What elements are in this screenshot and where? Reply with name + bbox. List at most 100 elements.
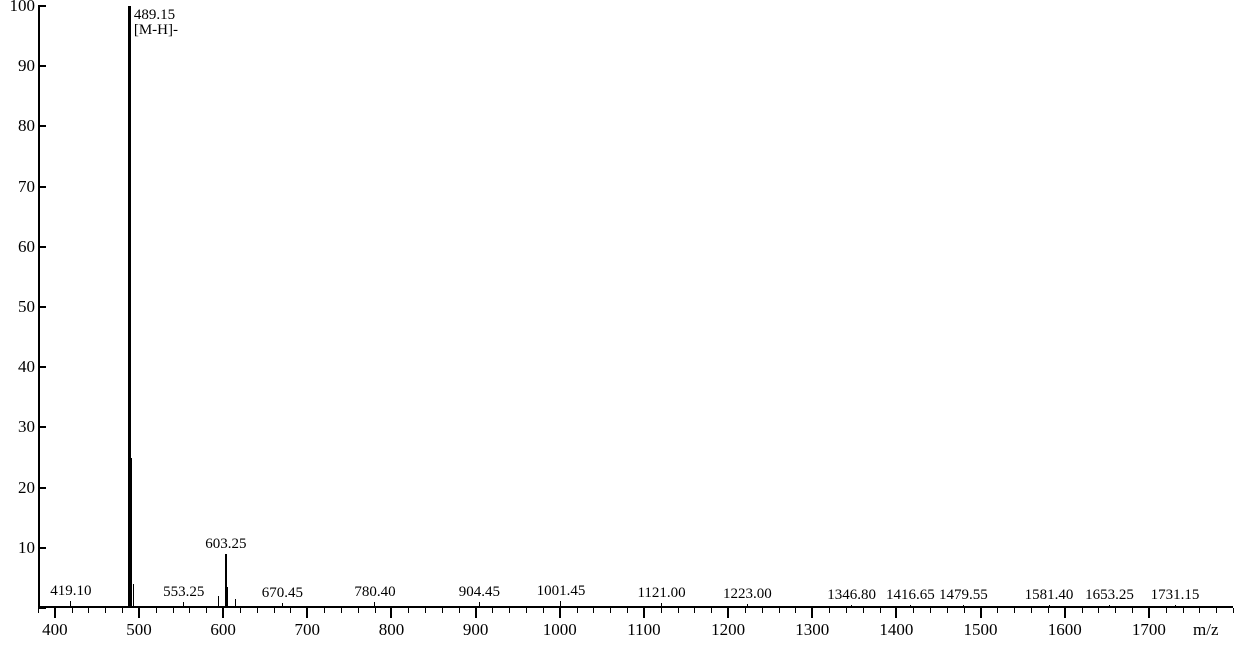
- y-tick-label: 40: [1, 357, 35, 377]
- x-major-tick: [1148, 608, 1150, 618]
- spectrum-peak: [479, 602, 480, 608]
- peak-label: 419.10: [50, 583, 91, 600]
- spectrum-peak: [1175, 605, 1176, 608]
- y-tick-label: 50: [1, 297, 35, 317]
- y-tick: [38, 306, 46, 308]
- x-major-tick: [222, 608, 224, 618]
- spectrum-peak: [70, 601, 71, 608]
- x-tick-label: 1000: [543, 620, 577, 640]
- x-minor-tick: [442, 608, 443, 613]
- x-tick-label: 800: [379, 620, 405, 640]
- y-tick-label: 20: [1, 478, 35, 498]
- spectrum-peak: [963, 605, 964, 608]
- y-tick-label: 100: [1, 0, 35, 16]
- x-major-tick: [138, 608, 140, 618]
- x-tick-label: 1200: [711, 620, 745, 640]
- peak-label: 1731.15: [1151, 587, 1200, 604]
- x-minor-tick: [38, 608, 39, 613]
- x-minor-tick: [274, 608, 275, 613]
- y-tick: [38, 607, 46, 609]
- x-minor-tick: [627, 608, 628, 613]
- x-minor-tick: [1014, 608, 1015, 613]
- x-minor-tick: [930, 608, 931, 613]
- y-tick-label: 30: [1, 417, 35, 437]
- y-tick: [38, 186, 46, 188]
- spectrum-peak: [661, 603, 662, 608]
- x-minor-tick: [257, 608, 258, 613]
- x-minor-tick: [122, 608, 123, 613]
- y-tick-label: 90: [1, 56, 35, 76]
- x-minor-tick: [997, 608, 998, 613]
- y-tick: [38, 366, 46, 368]
- x-major-tick: [727, 608, 729, 618]
- peak-label: 904.45: [459, 584, 500, 601]
- x-minor-tick: [745, 608, 746, 613]
- x-tick-label: 1300: [795, 620, 829, 640]
- x-tick-label: 1600: [1048, 620, 1082, 640]
- peak-label: 1416.65: [886, 587, 935, 604]
- x-minor-tick: [694, 608, 695, 613]
- peak-annotation: [M-H]-: [134, 22, 178, 39]
- spectrum-peak: [1049, 605, 1050, 608]
- peak-label: 1121.00: [637, 585, 685, 602]
- peak-label: 1346.80: [827, 587, 876, 604]
- x-minor-tick: [880, 608, 881, 613]
- x-major-tick: [54, 608, 56, 618]
- x-minor-tick: [509, 608, 510, 613]
- x-minor-tick: [762, 608, 763, 613]
- x-minor-tick: [577, 608, 578, 613]
- spectrum-peak: [282, 603, 283, 608]
- x-minor-tick: [459, 608, 460, 613]
- spectrum-peak: [1109, 605, 1110, 608]
- x-tick-label: 600: [210, 620, 236, 640]
- spectrum-peak: [218, 596, 219, 608]
- x-minor-tick: [72, 608, 73, 613]
- x-minor-tick: [290, 608, 291, 613]
- y-tick-label: 70: [1, 177, 35, 197]
- x-tick-label: 1500: [964, 620, 998, 640]
- x-major-tick: [559, 608, 561, 618]
- y-tick-label: 60: [1, 237, 35, 257]
- peak-label: 1001.45: [537, 583, 586, 600]
- peak-label: 1581.40: [1025, 587, 1074, 604]
- x-tick-label: 900: [463, 620, 489, 640]
- peak-label: 553.25: [163, 584, 204, 601]
- x-minor-tick: [240, 608, 241, 613]
- x-minor-tick: [964, 608, 965, 613]
- x-minor-tick: [947, 608, 948, 613]
- x-tick-label: 700: [295, 620, 321, 640]
- mass-spectrum-chart: 1020304050607080901004005006007008009001…: [0, 0, 1240, 649]
- x-tick-label: 1400: [879, 620, 913, 640]
- x-minor-tick: [526, 608, 527, 613]
- y-tick: [38, 547, 46, 549]
- x-minor-tick: [1082, 608, 1083, 613]
- spectrum-peak: [747, 604, 748, 608]
- y-tick: [38, 426, 46, 428]
- x-minor-tick: [206, 608, 207, 613]
- x-minor-tick: [341, 608, 342, 613]
- x-minor-tick: [1031, 608, 1032, 613]
- spectrum-peak: [235, 599, 236, 608]
- spectrum-peak: [851, 605, 852, 608]
- x-minor-tick: [1132, 608, 1133, 613]
- x-minor-tick: [88, 608, 89, 613]
- x-minor-tick: [105, 608, 106, 613]
- x-minor-tick: [1098, 608, 1099, 613]
- x-minor-tick: [1199, 608, 1200, 613]
- x-tick-label: 1700: [1132, 620, 1166, 640]
- x-major-tick: [306, 608, 308, 618]
- x-minor-tick: [1216, 608, 1217, 613]
- peak-label: 670.45: [262, 585, 303, 602]
- x-major-tick: [390, 608, 392, 618]
- spectrum-peak: [133, 584, 134, 608]
- peak-label: 780.40: [354, 584, 395, 601]
- y-tick-label: 80: [1, 116, 35, 136]
- x-major-tick: [980, 608, 982, 618]
- x-minor-tick: [173, 608, 174, 613]
- spectrum-peak: [560, 601, 561, 608]
- x-minor-tick: [1166, 608, 1167, 613]
- x-minor-tick: [375, 608, 376, 613]
- peak-label: 1479.55: [939, 587, 988, 604]
- peak-label: 603.25: [205, 536, 246, 553]
- x-tick-label: 1100: [627, 620, 660, 640]
